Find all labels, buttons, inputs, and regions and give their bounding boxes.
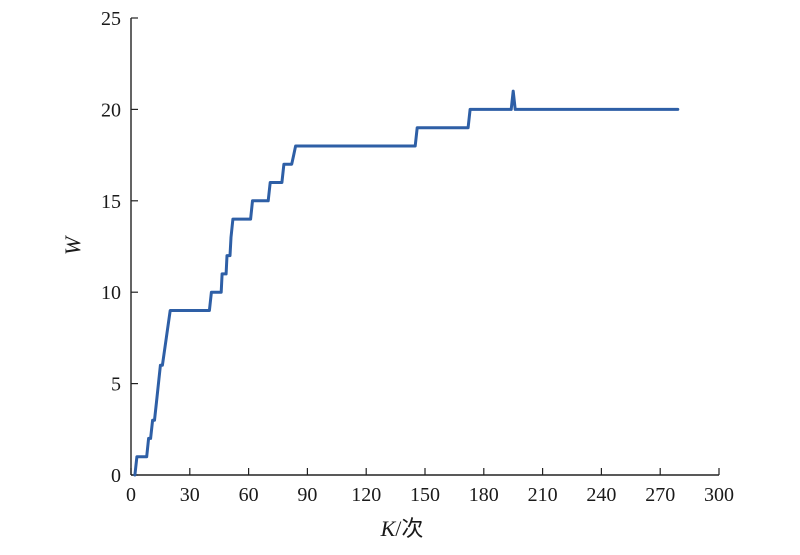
- x-tick-label: 150: [410, 484, 440, 506]
- x-axis-title: K/次: [380, 516, 424, 541]
- x-axis-title-italic: K: [380, 516, 397, 541]
- x-tick-label: 30: [180, 484, 200, 506]
- x-tick-label: 90: [297, 484, 317, 506]
- x-tick-label: 240: [586, 484, 616, 506]
- y-tick-label: 0: [111, 465, 121, 487]
- y-tick-label: 20: [101, 99, 121, 121]
- y-tick-label: 10: [101, 282, 121, 304]
- y-tick-label: 15: [101, 191, 121, 213]
- ticks: 0 30 60 90 120 150 180 210 240 270 300 0 5 10 15 20 25: [101, 8, 734, 506]
- series-line: [133, 89, 680, 477]
- y-tick-label: 5: [111, 374, 121, 396]
- series: [133, 89, 680, 477]
- y-axis-title: W: [60, 235, 85, 255]
- x-tick-label: 300: [704, 484, 734, 506]
- x-tick-label: 270: [645, 484, 675, 506]
- axes: [130, 18, 719, 476]
- x-tick-label: 180: [469, 484, 499, 506]
- x-tick-label: 210: [528, 484, 558, 506]
- x-tick-label: 0: [126, 484, 136, 506]
- y-tick-label: 25: [101, 8, 121, 30]
- x-tick-label: 120: [351, 484, 381, 506]
- x-tick-label: 60: [239, 484, 259, 506]
- x-axis-title-rest: /次: [395, 516, 423, 541]
